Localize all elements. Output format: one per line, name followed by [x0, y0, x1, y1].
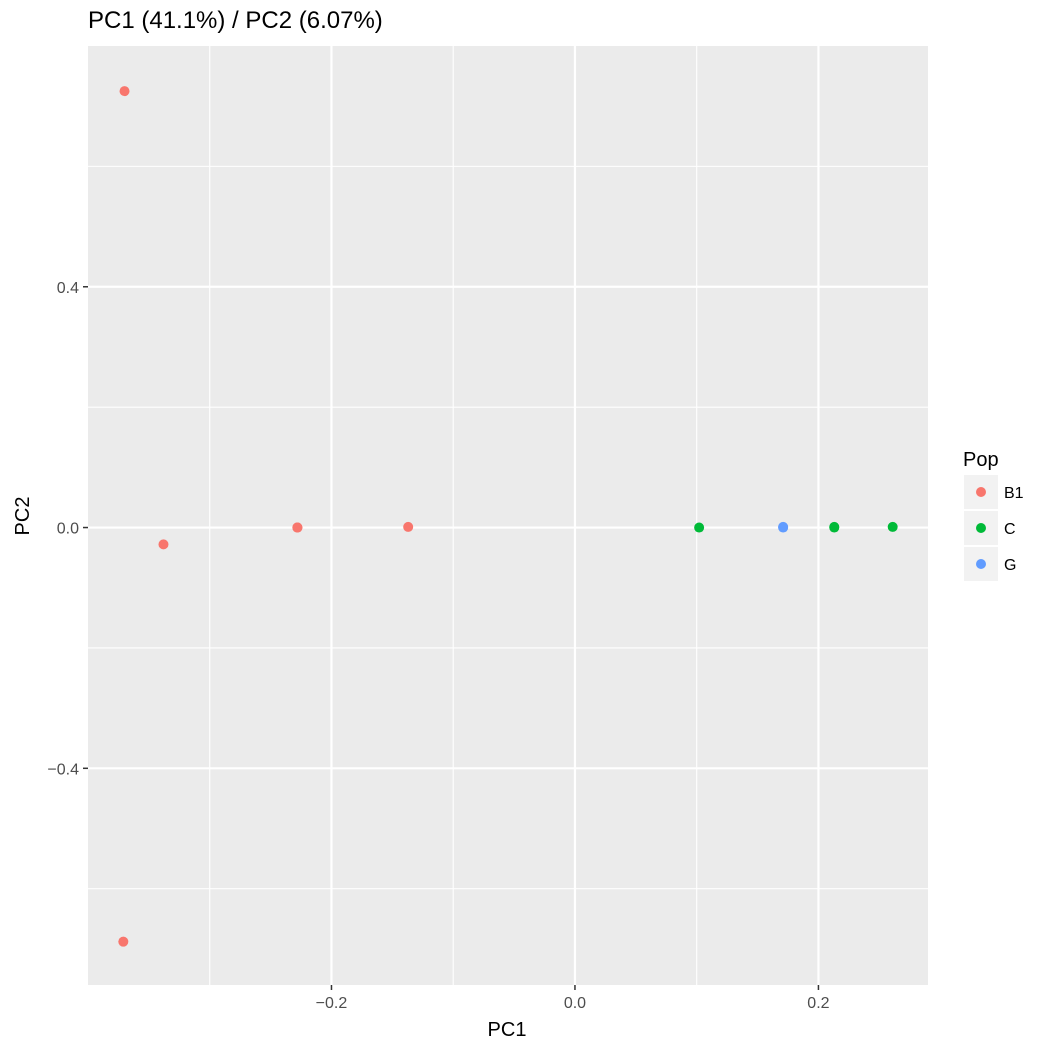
legend-swatch-g: [976, 559, 986, 569]
data-points: [118, 86, 898, 947]
point-c: [694, 522, 705, 533]
point-c: [829, 522, 840, 533]
plot-panel: [88, 46, 928, 985]
point-b1: [158, 539, 169, 550]
minor-gridlines: [88, 46, 928, 985]
point-b1: [119, 86, 130, 97]
legend-swatch-b1: [976, 487, 986, 497]
point-b1: [403, 521, 414, 532]
chart-title: PC1 (41.1%) / PC2 (6.07%): [88, 7, 383, 34]
point-b1: [118, 936, 129, 947]
y-tick-label: −0.4: [47, 761, 79, 778]
x-tick-label: 0.2: [807, 995, 829, 1012]
legend-title: Pop: [963, 449, 999, 471]
x-axis-title: PC1: [488, 1019, 527, 1041]
x-tick-label: −0.2: [316, 995, 348, 1012]
legend: Pop B1 C G: [963, 449, 1024, 581]
legend-label-g: G: [1004, 557, 1016, 574]
y-axis-ticks: −0.4 0.0 0.4: [47, 280, 88, 778]
y-tick-label: 0.4: [57, 280, 79, 297]
point-b1: [292, 522, 303, 533]
legend-keys: B1 C G: [964, 475, 1024, 581]
point-c: [887, 521, 898, 532]
point-g: [778, 522, 789, 533]
x-axis-ticks: −0.2 0.0 0.2: [316, 985, 830, 1012]
y-axis-title: PC2: [12, 497, 34, 536]
y-tick-label: 0.0: [57, 521, 79, 538]
legend-label-b1: B1: [1004, 485, 1024, 502]
x-tick-label: 0.0: [564, 995, 586, 1012]
legend-swatch-c: [976, 523, 986, 533]
legend-label-c: C: [1004, 521, 1016, 538]
